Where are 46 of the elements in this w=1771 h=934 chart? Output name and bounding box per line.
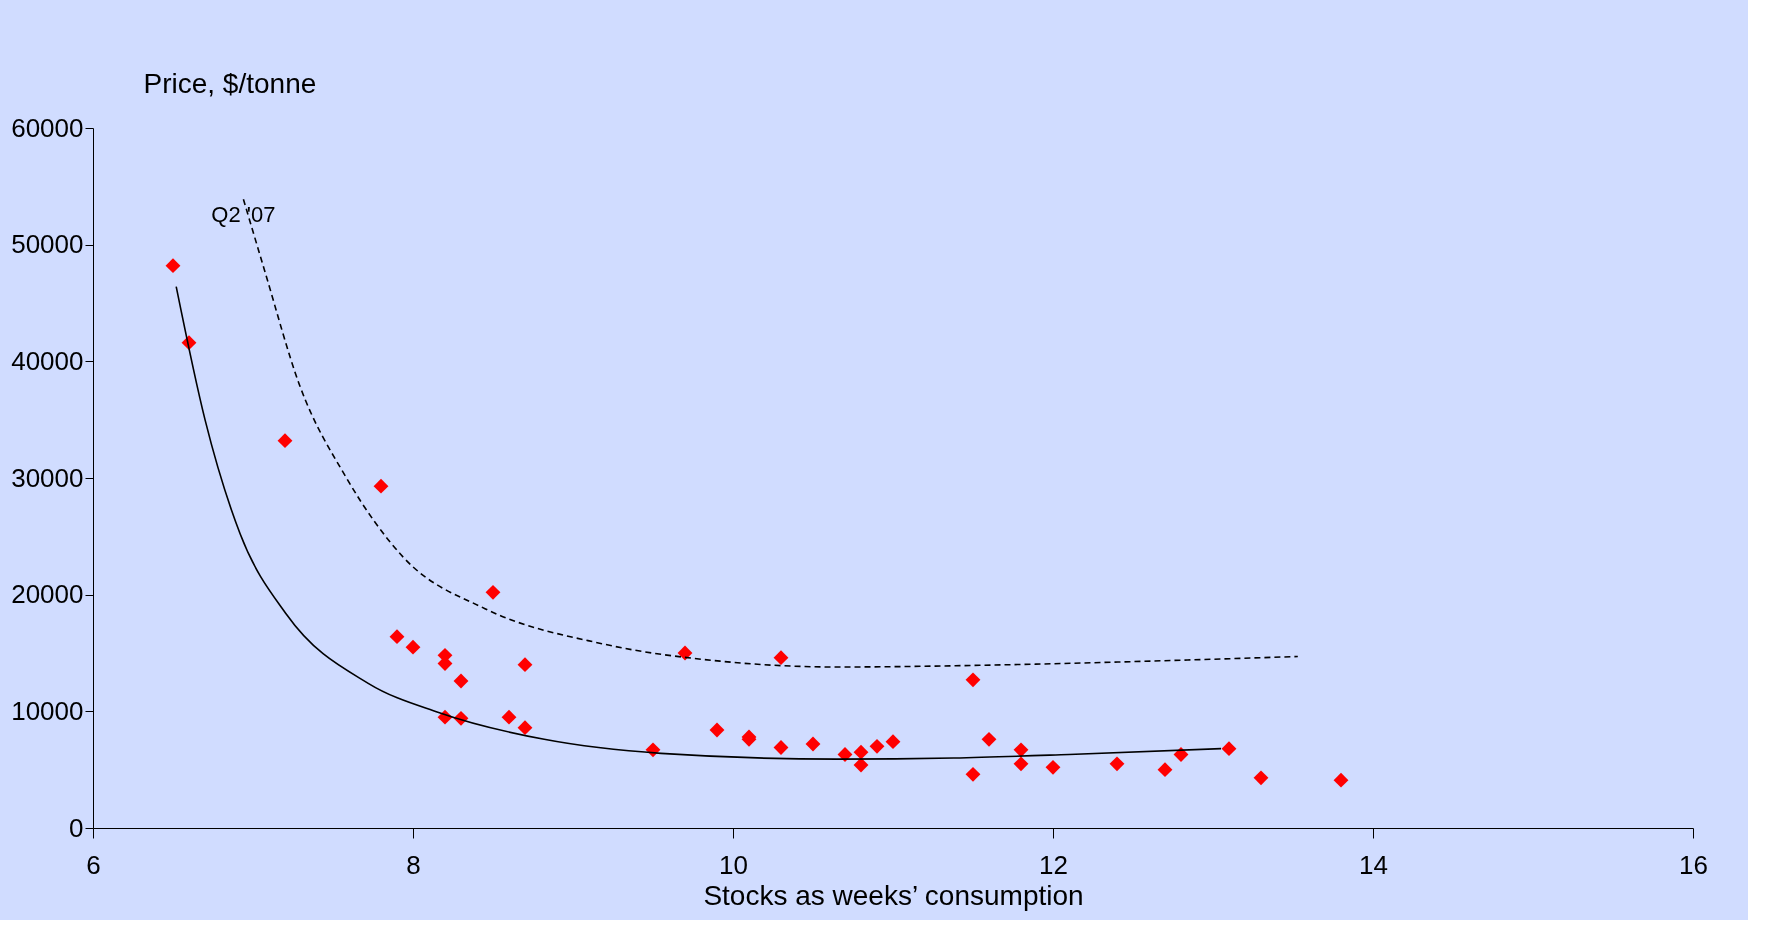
point [1013,756,1029,772]
point [485,584,501,600]
point [1045,759,1061,775]
x-tick-label: 16 [1679,849,1708,880]
point [1253,770,1269,786]
point [965,766,981,782]
point [773,650,789,666]
point [277,433,293,449]
x-tick-label: 6 [86,849,101,880]
x-tick-label: 14 [1359,849,1388,880]
point [805,736,821,752]
point [1013,742,1029,758]
point [885,734,901,750]
point [501,709,517,725]
point [1157,762,1173,778]
y-tick-label: 30000 [11,462,84,493]
y-tick-label: 40000 [11,345,84,376]
y-tick-label: 60000 [11,112,84,143]
point [453,673,469,689]
line-series [242,198,1299,668]
point [709,722,725,738]
point [1333,772,1349,788]
point [677,645,693,661]
y-tick-label: 0 [69,812,84,843]
y-axis-title: Price, $/tonne [143,67,317,99]
annotation: Q2 '07 [211,202,276,228]
point [853,744,869,760]
point [869,738,885,754]
y-tick-label: 20000 [11,579,84,610]
point [165,258,181,274]
x-axis-title: Stocks as weeks’ consumption [703,879,1084,911]
point [405,639,421,655]
point [853,757,869,773]
point [373,478,389,494]
point [1109,756,1125,772]
point [517,720,533,736]
point [389,629,405,645]
x-tick-label: 10 [719,849,748,880]
point [965,672,981,688]
x-tick-label: 12 [1039,849,1068,880]
y-tick-label: 50000 [11,229,84,260]
y-tick-label: 10000 [11,695,84,726]
point [517,657,533,673]
point [1221,741,1237,757]
point [981,731,997,747]
x-tick-label: 8 [406,849,421,880]
